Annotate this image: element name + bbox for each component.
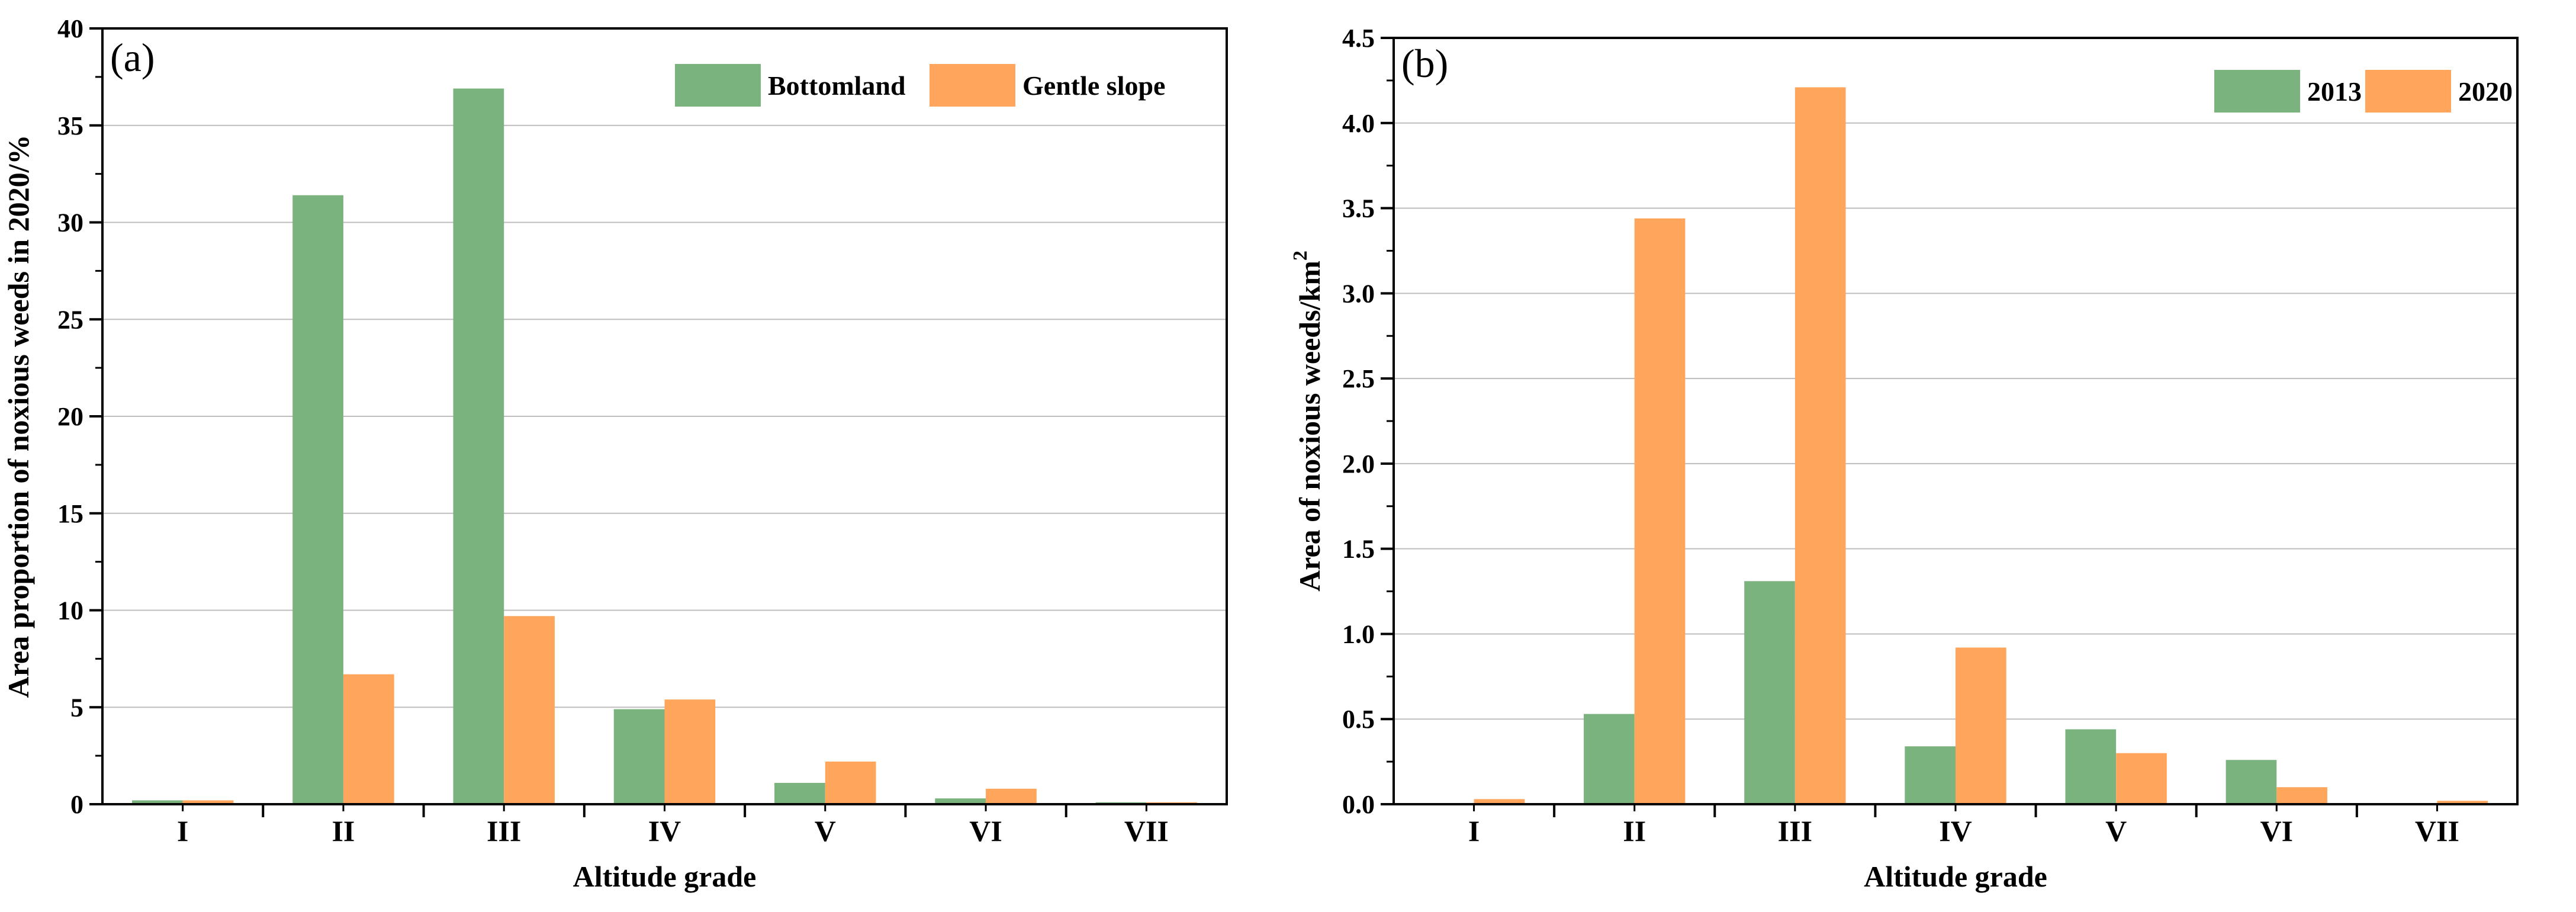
x-tick-label: V [815,814,836,847]
x-axis-title: Altitude grade [1864,860,2047,893]
x-tick-label: IV [1939,814,1972,847]
y-tick-label: 0.5 [1342,705,1375,734]
x-tick-label: III [487,814,521,847]
bar-2013-III [1744,581,1795,804]
y-tick-label: 20 [57,402,83,431]
x-tick-label: III [1778,814,1812,847]
y-tick-label: 10 [57,596,83,625]
bar-2020-I [1474,799,1525,804]
bar-2020-II [1634,218,1686,804]
bar-2013-II [1584,714,1635,804]
y-tick-label: 35 [57,111,83,140]
bar-2013-V [2065,729,2117,804]
x-tick-label: VI [2260,814,2293,847]
bar-bottomland-V [774,782,825,804]
y-tick-label: 5 [70,693,83,722]
bar-gentle-slope-V [825,761,876,804]
legend-swatch-gentle-slope [930,64,1015,107]
legend-swatch-2013 [2214,70,2300,113]
legend-swatch-2020 [2365,70,2451,113]
x-tick-label: VII [2415,814,2459,847]
x-tick-label: VI [969,814,1002,847]
y-tick-label: 15 [57,499,83,528]
panel-label: (a) [110,35,155,80]
y-axis-title-superscript: 2 [1289,251,1311,261]
bar-gentle-slope-IV [664,699,716,804]
y-tick-label: 0.0 [1342,790,1375,819]
y-tick-label: 30 [57,208,83,237]
bar-gentle-slope-II [343,674,394,804]
bar-bottomland-IV [613,709,665,804]
bar-bottomland-I [131,800,183,804]
legend-label: Bottomland [768,70,906,101]
y-tick-label: 1.5 [1342,535,1375,564]
bar-gentle-slope-III [504,616,555,804]
bar-2013-VI [2226,760,2277,804]
x-tick-label: IV [648,814,681,847]
x-tick-label: VII [1124,814,1169,847]
y-tick-label: 25 [57,305,83,334]
y-axis-title-text: Area proportion of noxious weeds in 2020… [2,134,35,698]
y-axis-title: Area of noxious weeds/km2 [1289,251,1326,592]
y-tick-label: 3.0 [1342,279,1375,308]
bar-gentle-slope-VI [986,788,1037,804]
y-tick-label: 1.0 [1342,619,1375,648]
y-tick-label: 40 [57,14,83,43]
y-tick-label: 4.0 [1342,109,1375,138]
y-tick-label: 2.0 [1342,449,1375,479]
bar-bottomland-II [292,195,343,804]
x-tick-label: I [177,814,188,847]
x-tick-label: I [1468,814,1480,847]
bar-2013-IV [1905,746,1956,804]
y-tick-label: 2.5 [1342,364,1375,393]
y-tick-label: 3.5 [1342,194,1375,223]
bar-gentle-slope-I [182,800,234,804]
bar-2020-IV [1956,647,2006,804]
y-tick-label: 0 [70,790,83,819]
legend: 2013 2020 [2214,70,2513,113]
y-axis-title: Area proportion of noxious weeds in 2020… [2,134,35,698]
legend: Bottomland Gentle slope [675,64,1165,107]
bar-2020-VI [2276,787,2327,804]
legend-label: 2013 [2307,76,2362,107]
bar-2020-V [2116,753,2167,804]
bar-2020-VII [2437,801,2488,804]
bar-bottomland-VI [935,798,986,804]
legend-label: 2020 [2458,76,2513,107]
x-axis-title: Altitude grade [573,860,757,893]
x-tick-label: V [2105,814,2127,847]
x-tick-label: II [1623,814,1646,847]
legend-swatch-bottomland [675,64,761,107]
chart-panel-b: 0.00.51.01.52.02.53.03.54.04.5I II III IV V V… [1289,24,2519,893]
y-tick-label: 4.5 [1342,24,1375,53]
legend-label: Gentle slope [1022,70,1165,101]
bar-2020-III [1794,87,1846,804]
y-axis-title-text: Area of noxious weeds/km [1293,261,1326,592]
bar-bottomland-III [453,88,504,804]
x-tick-label: II [332,814,355,847]
panel-label: (b) [1401,41,1448,86]
